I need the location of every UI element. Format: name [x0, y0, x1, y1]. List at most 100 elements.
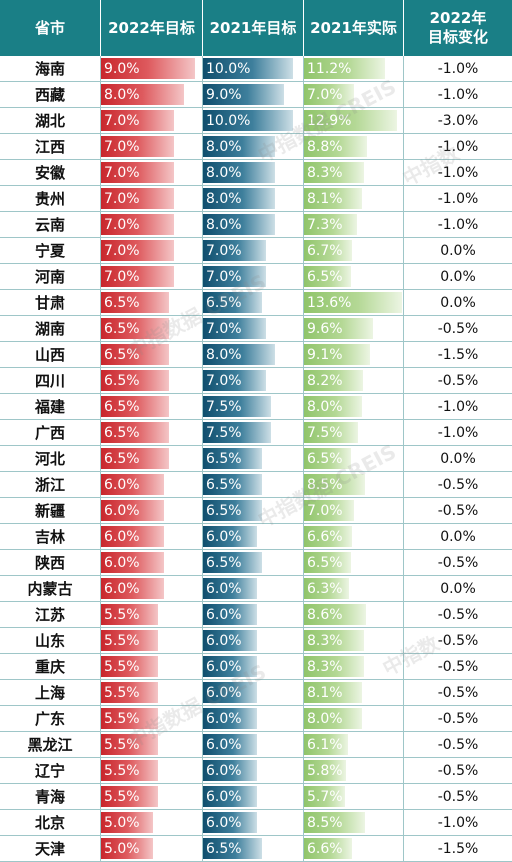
table-row: 重庆 5.5% 6.0% 8.3% -0.5% [0, 654, 512, 680]
target-2021-value: 7.5% [206, 399, 242, 415]
target-2021-value: 6.0% [206, 737, 242, 753]
target-2022-value: 6.5% [104, 373, 140, 389]
actual-2021-bar [304, 110, 397, 131]
table-row: 福建 6.5% 7.5% 8.0% -1.0% [0, 394, 512, 420]
target-2022-value: 5.5% [104, 737, 140, 753]
target-change-cell: 0.0% [404, 524, 512, 550]
table-row: 黑龙江 5.5% 6.0% 6.1% -0.5% [0, 732, 512, 758]
target-2022-bar [101, 318, 169, 339]
target-2021-value: 6.0% [206, 659, 242, 675]
target-2022-value: 6.0% [104, 503, 140, 519]
target-2021-value: 8.0% [206, 165, 242, 181]
actual-2021-cell: 8.2% [304, 368, 404, 394]
target-change-cell: -0.5% [404, 498, 512, 524]
actual-2021-value: 8.1% [307, 685, 343, 701]
actual-2021-value: 8.0% [307, 399, 343, 415]
target-2022-bar [101, 786, 158, 807]
table-row: 上海 5.5% 6.0% 8.1% -0.5% [0, 680, 512, 706]
target-2022-value: 7.0% [104, 217, 140, 233]
actual-2021-value: 12.9% [307, 113, 352, 129]
actual-2021-cell: 6.6% [304, 836, 404, 862]
actual-2021-value: 5.8% [307, 763, 343, 779]
target-2022-bar [101, 292, 169, 313]
target-2022-value: 5.5% [104, 659, 140, 675]
target-change-cell: -0.5% [404, 680, 512, 706]
target-2022-cell: 5.5% [101, 628, 203, 654]
province-cell: 青海 [0, 784, 101, 810]
actual-2021-cell: 6.7% [304, 238, 404, 264]
actual-2021-bar [304, 292, 402, 313]
target-2021-value: 9.0% [206, 87, 242, 103]
province-cell: 四川 [0, 368, 101, 394]
target-2022-bar [101, 84, 184, 105]
province-cell: 山东 [0, 628, 101, 654]
actual-2021-cell: 7.0% [304, 82, 404, 108]
target-2022-value: 7.0% [104, 139, 140, 155]
target-2022-cell: 7.0% [101, 134, 203, 160]
target-2022-bar [101, 396, 169, 417]
province-cell: 河南 [0, 264, 101, 290]
target-2021-value: 7.0% [206, 321, 242, 337]
province-cell: 重庆 [0, 654, 101, 680]
actual-2021-bar [304, 422, 358, 443]
target-2021-value: 6.5% [206, 477, 242, 493]
target-change-cell: -0.5% [404, 732, 512, 758]
table-row: 河南 7.0% 7.0% 6.5% 0.0% [0, 264, 512, 290]
target-2021-value: 6.5% [206, 841, 242, 857]
target-2021-cell: 7.0% [203, 316, 304, 342]
table-row: 宁夏 7.0% 7.0% 6.7% 0.0% [0, 238, 512, 264]
target-change-cell: -1.0% [404, 420, 512, 446]
actual-2021-bar [304, 812, 365, 833]
actual-2021-cell: 5.8% [304, 758, 404, 784]
target-2021-cell: 6.5% [203, 550, 304, 576]
target-2022-value: 7.0% [104, 165, 140, 181]
province-cell: 北京 [0, 810, 101, 836]
target-2021-bar [203, 214, 275, 235]
target-2022-cell: 7.0% [101, 264, 203, 290]
target-2022-cell: 6.0% [101, 550, 203, 576]
target-2021-value: 6.0% [206, 789, 242, 805]
actual-2021-bar [304, 240, 352, 261]
target-2022-value: 6.5% [104, 451, 140, 467]
actual-2021-value: 6.5% [307, 451, 343, 467]
target-2021-bar [203, 630, 257, 651]
target-2021-cell: 7.0% [203, 238, 304, 264]
target-2021-cell: 6.0% [203, 706, 304, 732]
target-2021-cell: 7.0% [203, 368, 304, 394]
target-2022-cell: 7.0% [101, 212, 203, 238]
target-2022-value: 5.5% [104, 685, 140, 701]
province-cell: 湖北 [0, 108, 101, 134]
actual-2021-bar [304, 474, 365, 495]
target-2022-bar [101, 682, 158, 703]
table-row: 山东 5.5% 6.0% 8.3% -0.5% [0, 628, 512, 654]
target-2021-value: 6.5% [206, 295, 242, 311]
actual-2021-cell: 8.1% [304, 680, 404, 706]
target-2022-value: 7.0% [104, 269, 140, 285]
target-2022-cell: 5.5% [101, 654, 203, 680]
target-2022-value: 6.0% [104, 529, 140, 545]
target-2022-value: 7.0% [104, 243, 140, 259]
target-2021-cell: 6.0% [203, 524, 304, 550]
actual-2021-value: 6.6% [307, 529, 343, 545]
target-2022-value: 8.0% [104, 87, 140, 103]
target-2021-value: 6.0% [206, 633, 242, 649]
actual-2021-cell: 8.3% [304, 654, 404, 680]
target-change-cell: -1.0% [404, 186, 512, 212]
actual-2021-cell: 12.9% [304, 108, 404, 134]
target-2022-bar [101, 760, 158, 781]
target-change-cell: -1.5% [404, 836, 512, 862]
province-cell: 广东 [0, 706, 101, 732]
target-change-cell: 0.0% [404, 290, 512, 316]
target-2022-bar [101, 344, 169, 365]
target-2022-bar [101, 812, 153, 833]
target-2021-cell: 6.0% [203, 810, 304, 836]
target-2021-bar [203, 734, 257, 755]
target-change-cell: -1.0% [404, 810, 512, 836]
target-2022-cell: 6.5% [101, 316, 203, 342]
table-row: 吉林 6.0% 6.0% 6.6% 0.0% [0, 524, 512, 550]
actual-2021-value: 7.0% [307, 503, 343, 519]
target-2022-value: 6.5% [104, 347, 140, 363]
header-actual-2021: 2021年实际 [304, 0, 404, 56]
target-2022-cell: 6.0% [101, 524, 203, 550]
target-2021-cell: 8.0% [203, 342, 304, 368]
